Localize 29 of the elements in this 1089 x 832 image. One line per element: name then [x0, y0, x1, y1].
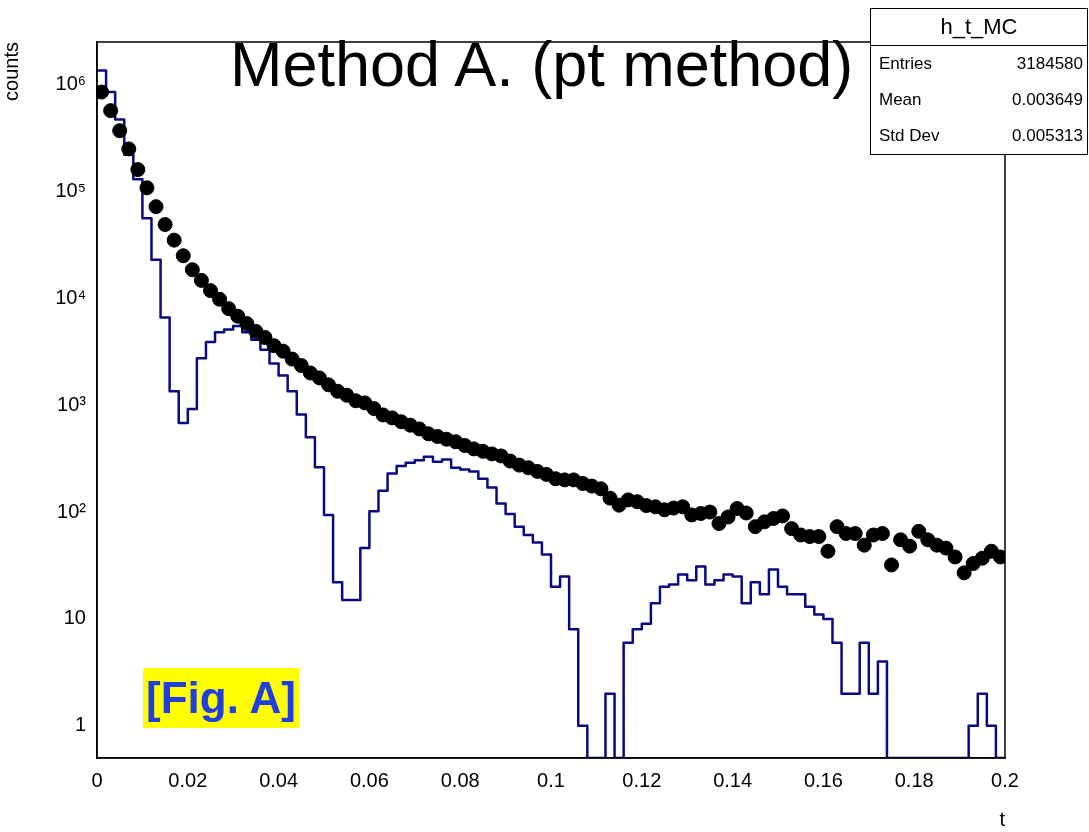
x-tick-label: 0.18: [894, 768, 934, 791]
x-tick-label: 0.2: [991, 768, 1019, 791]
y-tick-label: 10⁵: [55, 178, 86, 201]
x-axis-title: t: [999, 807, 1006, 830]
x-tick-label: 0.02: [168, 768, 208, 791]
x-tick-label: 0.14: [713, 768, 753, 791]
x-tick-label: 0: [91, 768, 103, 791]
x-tick-label: 0.08: [440, 768, 480, 791]
y-tick-label: 10⁴: [55, 285, 86, 308]
text: 0.003649: [1012, 89, 1083, 111]
chart-title: Method A. (pt method): [230, 28, 854, 100]
y-tick-label: 10³: [57, 392, 87, 415]
annotation: Std Dev: [879, 125, 940, 147]
y-tick-label: 1: [74, 713, 86, 736]
annotation: Entries: [879, 53, 932, 75]
x-tick-label: 0.12: [622, 768, 662, 791]
x-tick-label: 0.1: [537, 768, 565, 791]
annotation: [Fig. A]: [143, 668, 299, 728]
x-tick-label: 0.16: [803, 768, 843, 791]
y-axis-title: counts: [0, 42, 22, 101]
text: h_t_MC: [871, 9, 1087, 46]
y-tick-label: 10⁶: [55, 72, 86, 95]
text: 0.005313: [1012, 125, 1083, 147]
annotation: Mean: [879, 89, 922, 111]
y-tick-label: 10²: [57, 499, 87, 522]
x-tick-label: 0.04: [259, 768, 299, 791]
x-tick-label: 0.06: [349, 768, 389, 791]
text: 3184580: [1016, 53, 1083, 75]
y-tick-label: 10: [63, 606, 86, 629]
